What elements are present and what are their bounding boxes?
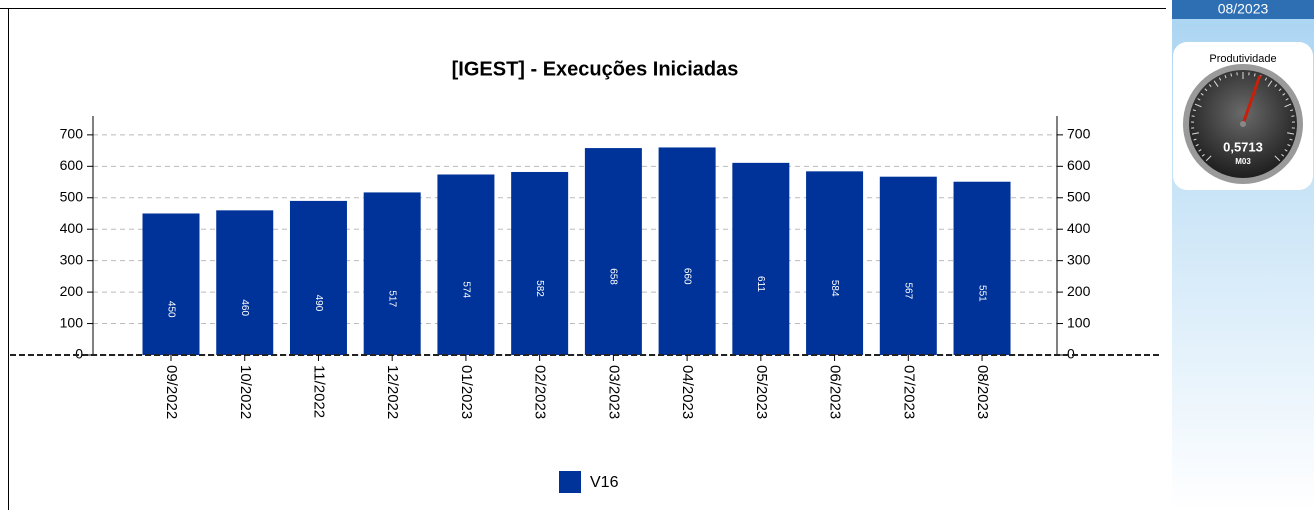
y2-tick-label: 700 (1067, 126, 1091, 142)
x-tick-label: 11/2022 (310, 365, 327, 418)
bar (732, 163, 789, 355)
bar (954, 182, 1011, 355)
x-tick-label: 02/2023 (532, 365, 549, 419)
data-label: 584 (829, 280, 840, 297)
y-tick-label: 600 (60, 157, 84, 173)
bar (806, 171, 863, 355)
bar (143, 213, 200, 355)
x-tick-label: 09/2022 (163, 365, 180, 419)
y2-tick-label: 0 (1067, 346, 1075, 362)
y-tick-label: 500 (60, 188, 84, 204)
legend-label: V16 (590, 474, 619, 491)
gauge-tick (1254, 73, 1255, 76)
x-tick-label: 06/2023 (827, 365, 844, 419)
bar (511, 172, 568, 355)
data-label: 574 (460, 281, 471, 298)
gauge-hub (1240, 121, 1246, 127)
y-tick-label: 400 (60, 220, 84, 236)
y-tick-label: 700 (60, 126, 84, 142)
data-label: 582 (534, 280, 545, 297)
data-label: 658 (608, 268, 619, 285)
x-tick-label: 04/2023 (679, 365, 696, 419)
period-label: 08/2023 (1218, 1, 1269, 17)
y-tick-label: 200 (60, 283, 84, 299)
bar (659, 147, 716, 355)
data-label: 460 (239, 299, 250, 316)
gauge-code: M03 (1235, 157, 1251, 166)
y-tick-label: 300 (60, 251, 84, 267)
bar (880, 177, 937, 355)
bar (216, 210, 273, 355)
y2-tick-label: 300 (1067, 251, 1091, 267)
x-tick-label: 10/2022 (237, 365, 254, 419)
y2-tick-label: 200 (1067, 283, 1091, 299)
legend-swatch (559, 471, 581, 493)
gauge-value: 0,5713 (1223, 139, 1263, 154)
x-tick-label: 03/2023 (605, 365, 622, 419)
gauge-title: Produtividade (1209, 53, 1276, 65)
data-label: 450 (165, 301, 176, 318)
chart-title: [IGEST] - Execuções Iniciadas (452, 58, 739, 80)
gauge-tick (1231, 73, 1232, 76)
x-tick-label: 05/2023 (753, 365, 770, 419)
bar (364, 192, 421, 355)
y2-tick-label: 100 (1067, 314, 1091, 330)
bar (290, 201, 347, 355)
y-tick-label: 0 (75, 346, 83, 362)
data-label: 660 (681, 268, 692, 285)
y2-tick-label: 600 (1067, 157, 1091, 173)
data-label: 551 (976, 285, 987, 302)
y2-tick-label: 400 (1067, 220, 1091, 236)
x-tick-label: 07/2023 (900, 365, 917, 419)
data-label: 611 (755, 276, 766, 292)
data-label: 567 (903, 283, 914, 300)
y2-tick-label: 500 (1067, 188, 1091, 204)
x-tick-label: 01/2023 (458, 365, 475, 419)
x-tick-label: 12/2022 (384, 365, 401, 419)
bar (585, 148, 642, 355)
y-tick-label: 100 (60, 314, 84, 330)
data-label: 490 (313, 295, 324, 312)
data-label: 517 (387, 290, 398, 307)
bar (437, 174, 494, 355)
x-tick-label: 08/2023 (974, 365, 991, 419)
